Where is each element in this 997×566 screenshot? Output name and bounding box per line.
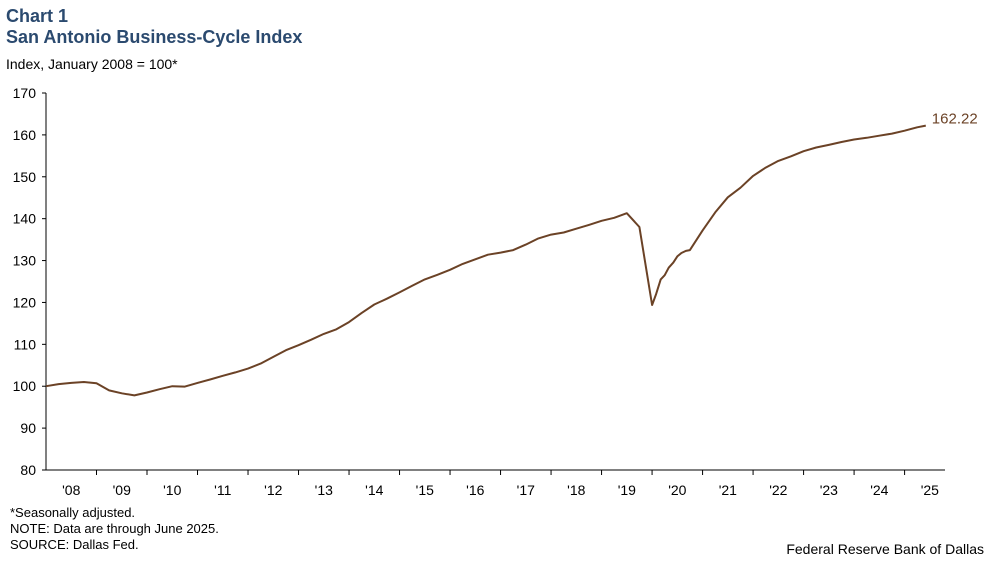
x-tick-label: '13 [315,482,333,498]
x-tick-label: '19 [618,482,636,498]
x-tick-label: '11 [214,482,231,498]
y-tick-label: 120 [13,294,37,310]
y-tick-label: 160 [13,127,37,143]
x-tick-label: '14 [365,482,383,498]
y-tick-label: 110 [14,336,37,352]
footnote-seasonal: *Seasonally adjusted. [10,505,136,520]
y-tick-label: 80 [20,462,36,478]
source-organization: Federal Reserve Bank of Dallas [786,541,984,557]
series-line [45,124,926,397]
x-tick-label: '15 [416,482,434,498]
x-tick-label: '09 [113,482,131,498]
x-tick-label: '22 [769,482,787,498]
x-tick-label: '25 [921,482,939,498]
y-tick-label: 140 [13,211,37,227]
x-tick-label: '18 [567,482,585,498]
y-tick-label: 150 [13,169,37,185]
x-tick-label: '23 [820,482,838,498]
title-block: Chart 1 San Antonio Business-Cycle Index [6,6,302,48]
x-tick-label: '21 [719,482,737,498]
chart-subtitle: Index, January 2008 = 100* [6,56,178,72]
footnote-source: SOURCE: Dallas Fed. [10,537,139,552]
end-value-label: 162.22 [932,111,978,128]
y-tick-label: 170 [13,85,37,101]
x-tick-label: '12 [264,482,282,498]
x-tick-label: '10 [163,482,181,498]
footnote-data-through: NOTE: Data are through June 2025. [10,521,219,536]
footnotes: *Seasonally adjusted. NOTE: Data are thr… [10,505,219,553]
y-tick-label: 130 [13,253,37,269]
y-tick-label: 90 [20,420,36,436]
x-tick-label: '16 [466,482,484,498]
chart-number: Chart 1 [6,6,69,26]
x-tick-label: '20 [668,482,686,498]
chart-title: San Antonio Business-Cycle Index [6,27,303,47]
x-tick-label: '24 [870,482,888,498]
x-tick-label: '08 [62,482,80,498]
x-tick-label: '17 [517,482,535,498]
y-tick-label: 100 [13,378,37,394]
